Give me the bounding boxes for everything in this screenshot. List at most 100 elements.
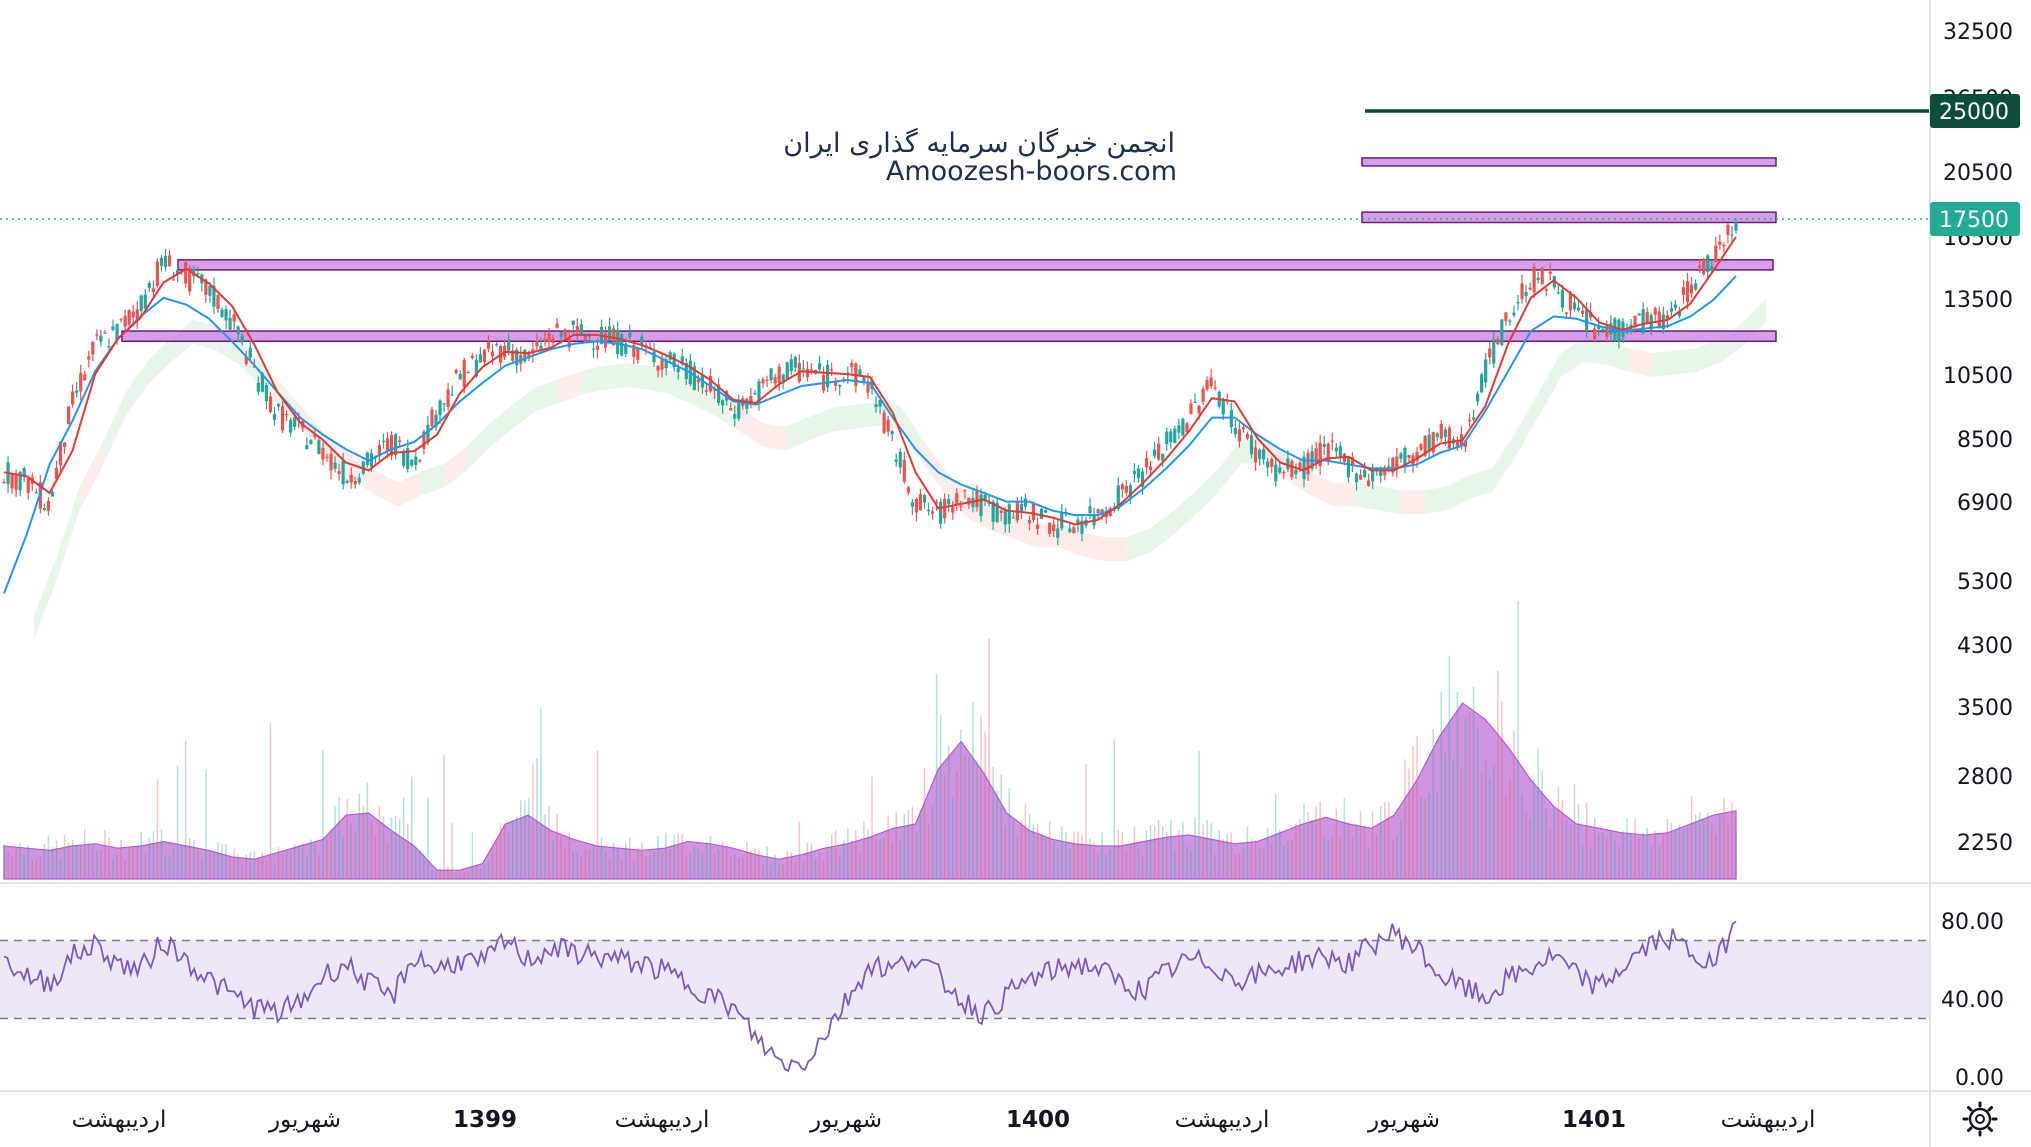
candle-body — [1653, 308, 1657, 315]
candle-body — [1076, 519, 1080, 526]
rsi-axis[interactable]: 80.00 40.00 0.00 — [1941, 910, 2004, 1091]
candle-body — [765, 379, 769, 382]
candle-body — [539, 345, 543, 351]
candle-body — [1177, 425, 1181, 433]
candle-body — [1710, 265, 1714, 271]
ema-slow-line — [3, 275, 1737, 594]
candle-body — [1221, 400, 1225, 415]
candle-body — [890, 431, 894, 435]
candle-body — [862, 377, 866, 383]
candle-body — [494, 344, 499, 346]
candle-body — [1201, 388, 1205, 402]
cloud-segment — [740, 407, 764, 448]
candle-body — [486, 341, 491, 349]
candle-body — [1039, 508, 1044, 520]
candle-body — [1181, 418, 1185, 436]
candle-body — [1722, 245, 1726, 247]
candle-body — [1007, 504, 1011, 524]
candle-body — [555, 323, 559, 328]
candle-body — [1714, 245, 1718, 262]
candle-body — [1677, 311, 1682, 317]
candle-body — [612, 328, 616, 346]
candle-body — [914, 499, 919, 513]
candle-body — [805, 369, 810, 378]
candle-body — [955, 493, 959, 505]
candle-body — [135, 309, 139, 321]
candle-body — [1056, 528, 1060, 538]
candle-body — [773, 377, 777, 384]
cloud-segment — [1059, 523, 1083, 557]
candle-body — [66, 406, 71, 424]
resistance-zone — [1361, 211, 1777, 224]
candle-body — [99, 335, 103, 342]
candle-body — [1706, 255, 1710, 273]
candle-body — [1669, 308, 1674, 312]
candle-body — [987, 502, 991, 504]
candle-body — [71, 391, 75, 405]
candle-body — [1035, 524, 1040, 530]
resistance-zone — [1361, 157, 1777, 167]
candle-body — [54, 467, 59, 479]
time-tick-label: 1400 — [1006, 1107, 1070, 1133]
candle-body — [1572, 302, 1577, 310]
candle-body — [579, 324, 583, 335]
candle-body — [1698, 265, 1702, 268]
candle-body — [167, 255, 172, 266]
price-axis[interactable]: 3250026500205001650013500105008500690053… — [1943, 20, 2013, 856]
candle-body — [761, 379, 765, 384]
candle-body — [402, 451, 406, 466]
candle-body — [1302, 456, 1306, 480]
candle-body — [1427, 434, 1431, 452]
candle-body — [58, 441, 63, 466]
candle-body — [834, 380, 838, 386]
cloud-segment — [1378, 486, 1402, 515]
rsi-pane — [0, 920, 1930, 1073]
candle-body — [983, 495, 987, 502]
candle-body — [1120, 484, 1124, 490]
candle-body — [1350, 457, 1355, 465]
candle-body — [1173, 428, 1177, 443]
gear-icon[interactable] — [1962, 1101, 1998, 1137]
candle-body — [1391, 457, 1395, 473]
cloud-segment — [626, 363, 650, 390]
candle-body — [1330, 440, 1334, 442]
cloud-segment — [34, 556, 57, 640]
candle-body — [1153, 449, 1157, 456]
candle-body — [676, 368, 680, 373]
candle-body — [147, 283, 151, 288]
candle-body — [632, 344, 636, 357]
candle-body — [1471, 417, 1476, 420]
time-tick-label: اردیبهشت — [615, 1107, 710, 1133]
candle-body — [1233, 427, 1237, 435]
candle-body — [276, 404, 281, 407]
candle-body — [1661, 314, 1665, 330]
candle-body — [438, 400, 442, 416]
candle-body — [228, 317, 232, 330]
candle-body — [652, 351, 656, 363]
candle-body — [1681, 287, 1686, 295]
candle-body — [777, 366, 781, 383]
candle-body — [280, 406, 285, 431]
candle-body — [930, 511, 935, 514]
candle-body — [1694, 283, 1698, 290]
candle-body — [1476, 393, 1480, 402]
candle-body — [785, 362, 789, 380]
candle-body — [918, 494, 923, 510]
candle-body — [902, 459, 906, 482]
candle-body — [951, 506, 955, 513]
cloud-segment — [1355, 482, 1379, 511]
candle-body — [1027, 519, 1032, 524]
candle-body — [607, 326, 612, 341]
candle-body — [906, 487, 910, 493]
candle-body — [34, 492, 38, 494]
candle-body — [1508, 320, 1512, 322]
cloud-segment — [649, 365, 673, 395]
candle-body — [1447, 427, 1451, 449]
time-axis[interactable]: اردیبهشت شهریور 1399 اردیبهشت شهریور 1400 اردی… — [72, 1107, 1816, 1133]
candle-body — [717, 384, 721, 403]
candle-body — [446, 389, 450, 407]
candle-body — [212, 285, 216, 307]
candle-body — [2, 481, 6, 483]
candle-body — [1387, 466, 1391, 468]
